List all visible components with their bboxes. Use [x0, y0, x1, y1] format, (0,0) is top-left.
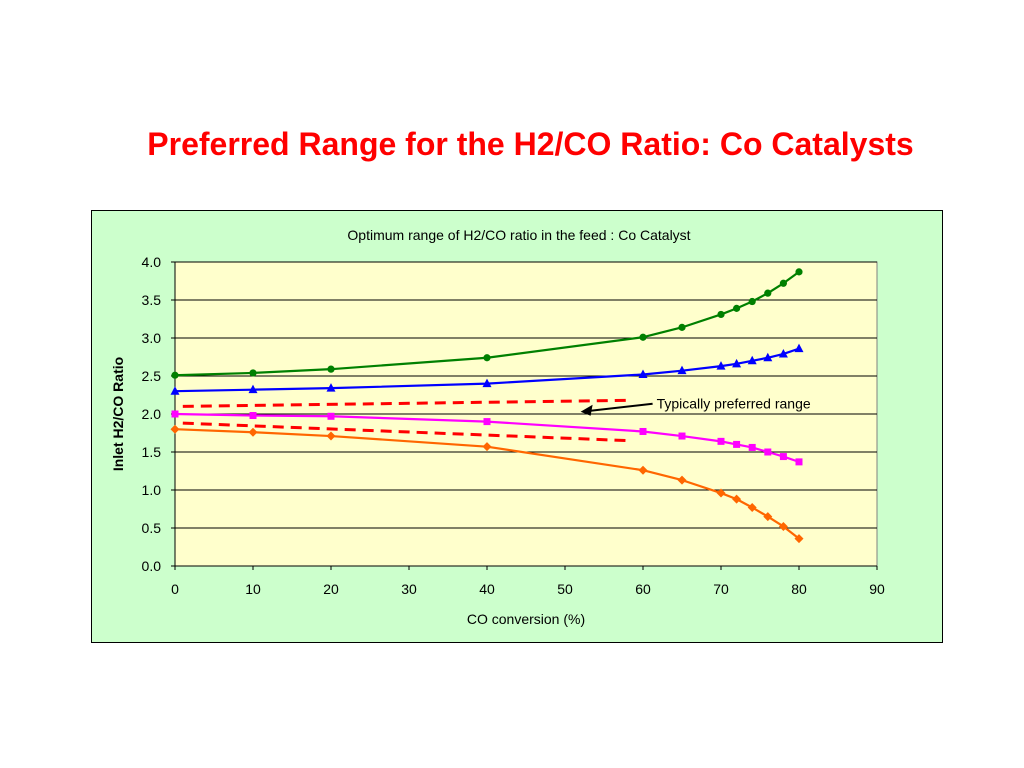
data-point — [171, 371, 179, 379]
data-point — [763, 352, 773, 362]
y-tick-label: 1.5 — [142, 444, 162, 460]
data-point — [794, 343, 804, 353]
data-point — [716, 361, 726, 370]
y-tick-label: 4.0 — [142, 254, 162, 270]
data-point — [678, 323, 686, 331]
y-tick-label: 0.0 — [142, 558, 162, 574]
y-tick-label: 2.5 — [142, 368, 162, 384]
x-tick-label: 50 — [557, 581, 573, 597]
data-point — [171, 410, 179, 418]
data-point — [748, 443, 756, 451]
series-4 — [170, 424, 804, 544]
annotation-layer: Typically preferred range — [580, 396, 811, 416]
data-point — [638, 465, 648, 475]
data-point — [677, 365, 687, 375]
x-tick-label: 80 — [791, 581, 807, 597]
series-line — [174, 347, 800, 393]
y-tick-label: 3.0 — [142, 330, 162, 346]
data-point — [748, 297, 756, 306]
data-point — [716, 488, 726, 498]
y-tick-label: 1.0 — [142, 482, 162, 498]
y-tick-label: 0.5 — [142, 520, 162, 536]
x-tick-label: 90 — [869, 581, 885, 597]
data-point — [327, 365, 335, 373]
slide-title: Preferred Range for the H2/CO Ratio: Co … — [147, 126, 914, 162]
data-point — [779, 453, 787, 461]
data-point — [763, 512, 773, 522]
data-point — [483, 354, 491, 362]
preferred-range-upper-line — [182, 398, 628, 408]
chart-title: Optimum range of H2/CO ratio in the feed… — [347, 227, 690, 243]
data-point — [764, 448, 772, 456]
data-point — [717, 310, 725, 319]
preferred-range-lines — [182, 398, 628, 443]
x-tick-label: 30 — [401, 581, 417, 597]
y-axis-label: Inlet H2/CO Ratio — [110, 357, 126, 471]
y-tick-label: 3.5 — [142, 292, 162, 308]
chart: Optimum range of H2/CO ratio in the feed… — [110, 227, 885, 627]
x-tick-label: 70 — [713, 581, 729, 597]
data-point — [170, 424, 180, 434]
data-point — [733, 304, 741, 312]
data-point — [249, 412, 257, 420]
data-point — [732, 494, 742, 504]
arrow-head — [580, 404, 593, 416]
data-point — [733, 440, 741, 448]
data-point — [678, 432, 686, 440]
gridlines — [175, 261, 877, 529]
y-tick-label: 2.0 — [142, 406, 162, 422]
data-point — [747, 355, 757, 365]
data-point — [732, 358, 742, 368]
data-point — [747, 502, 757, 512]
data-point — [327, 412, 335, 420]
data-point — [249, 369, 257, 377]
data-point — [248, 427, 258, 437]
series-layer — [170, 268, 804, 544]
x-tick-label: 0 — [171, 581, 179, 597]
data-point — [778, 521, 788, 531]
data-point — [794, 534, 804, 544]
x-tick-label: 60 — [635, 581, 651, 597]
x-tick-label: 40 — [479, 581, 495, 597]
data-point — [677, 475, 687, 485]
series-2 — [170, 343, 804, 395]
x-axis-label: CO conversion (%) — [467, 611, 585, 627]
data-point — [326, 431, 336, 441]
data-point — [482, 378, 492, 388]
data-point — [170, 386, 180, 395]
series-3 — [171, 410, 803, 466]
data-point — [248, 384, 258, 394]
data-point — [639, 333, 647, 341]
data-point — [778, 348, 788, 358]
data-point — [779, 279, 788, 287]
data-point — [764, 289, 772, 297]
data-point — [326, 383, 336, 392]
preferred-range-lower-line — [182, 421, 628, 443]
data-point — [795, 458, 803, 466]
data-point — [795, 268, 803, 276]
series-1 — [171, 268, 803, 379]
y-axis-ticks: 0.0 0.5 1.0 1.5 2.0 2.5 3.0 3.5 4.0 — [142, 254, 175, 574]
x-tick-label: 10 — [245, 581, 261, 597]
x-tick-label: 20 — [323, 581, 339, 597]
data-point — [638, 369, 648, 378]
data-point — [483, 418, 491, 426]
annotation-label: Typically preferred range — [657, 396, 811, 412]
data-point — [482, 442, 492, 452]
data-point — [639, 427, 647, 435]
data-point — [717, 437, 725, 445]
chart-frame: Optimum range of H2/CO ratio in the feed… — [91, 210, 943, 643]
annotation-arrow — [590, 402, 653, 412]
